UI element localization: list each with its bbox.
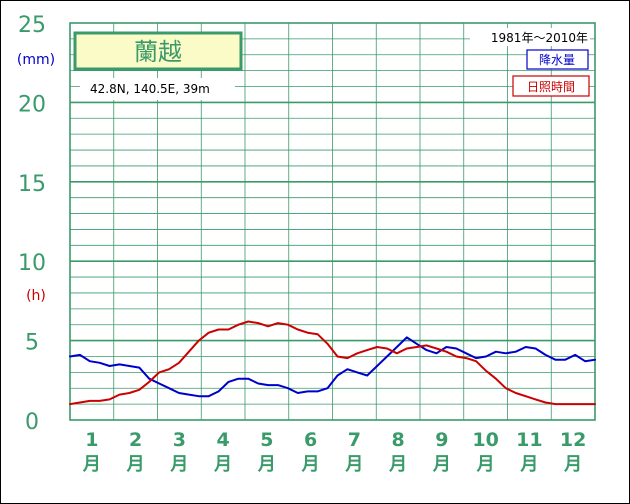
x-tick-label: 12 <box>560 429 586 451</box>
x-tick-label: 1 <box>85 429 98 451</box>
legend-sun: 日照時間 <box>527 80 575 94</box>
y-tick-label: 10 <box>18 251 46 276</box>
y-tick-label: 20 <box>18 92 46 117</box>
y-axis: 0 5 10 15 20 25 <box>18 13 46 435</box>
x-tick-label: 11 <box>516 429 542 451</box>
x-tick-suffix: 月 <box>257 454 276 475</box>
x-tick-suffix: 月 <box>476 454 495 475</box>
period-label: 1981年〜2010年 <box>491 31 588 45</box>
x-tick-suffix: 月 <box>213 454 232 475</box>
x-tick-label: 2 <box>129 429 142 451</box>
series-lines <box>69 320 596 406</box>
x-tick-suffix: 月 <box>344 454 363 475</box>
x-tick-label: 6 <box>304 429 317 451</box>
x-tick-label: 10 <box>472 429 498 451</box>
y-tick-label: 15 <box>18 172 46 197</box>
legend-precip: 降水量 <box>539 53 575 67</box>
station-name: 蘭越 <box>134 38 182 66</box>
x-tick-label: 3 <box>173 429 186 451</box>
station-location: 42.8N, 140.5E, 39m <box>90 82 210 96</box>
x-tick-label: 9 <box>435 429 448 451</box>
x-tick-suffix: 月 <box>388 454 407 475</box>
legend: 降水量 日照時間 <box>512 49 590 97</box>
x-tick-label: 8 <box>392 429 405 451</box>
precip-line <box>69 336 596 398</box>
sun-unit: (h) <box>26 288 46 304</box>
x-tick-suffix: 月 <box>563 454 582 475</box>
precip-unit: (mm) <box>17 52 55 68</box>
x-tick-label: 7 <box>348 429 361 451</box>
x-tick-suffix: 月 <box>169 454 188 475</box>
y-tick-label: 0 <box>25 410 39 435</box>
y-tick-label: 5 <box>25 331 39 356</box>
x-tick-suffix: 月 <box>82 454 101 475</box>
station-box: 蘭越 <box>73 31 243 71</box>
x-tick-suffix: 月 <box>126 454 145 475</box>
x-tick-label: 4 <box>217 429 230 451</box>
y-tick-label: 25 <box>18 13 46 38</box>
sunshine-line <box>69 320 596 406</box>
x-tick-suffix: 月 <box>519 454 538 475</box>
x-tick-label: 5 <box>260 429 273 451</box>
x-axis: 1 月 2 月 3 月 4 月 5 月 6 月 7 月 8 月 9 月 10 月 11 月 12 月 <box>82 429 586 475</box>
x-tick-suffix: 月 <box>301 454 320 475</box>
plot-border <box>69 22 596 421</box>
x-tick-suffix: 月 <box>432 454 451 475</box>
